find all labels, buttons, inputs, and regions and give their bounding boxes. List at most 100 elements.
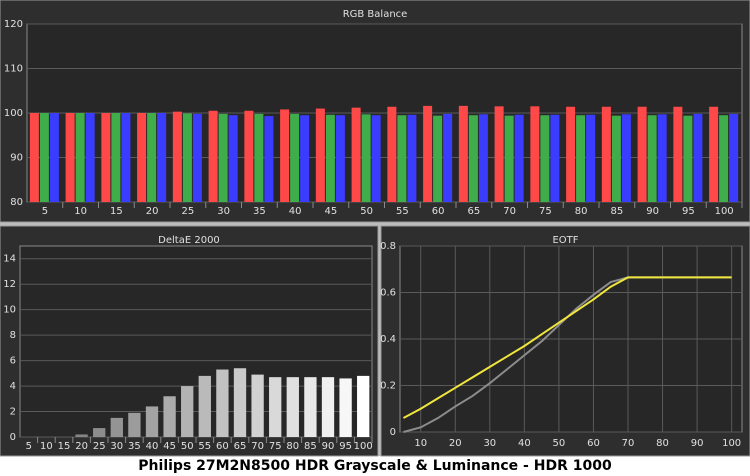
y-tick-label: 0.8 bbox=[380, 241, 396, 252]
bar bbox=[335, 115, 345, 202]
bar bbox=[181, 386, 194, 437]
x-tick-label: 30 bbox=[483, 438, 496, 449]
x-tick-label: 55 bbox=[396, 206, 409, 217]
bar bbox=[163, 396, 176, 437]
x-tick-label: 55 bbox=[198, 441, 211, 452]
y-tick-label: 80 bbox=[10, 197, 23, 208]
bar bbox=[433, 115, 443, 202]
bar bbox=[361, 114, 371, 202]
bar bbox=[468, 115, 478, 202]
y-tick-label: 10 bbox=[3, 305, 16, 316]
x-tick-label: 80 bbox=[656, 438, 669, 449]
y-tick-label: 2 bbox=[10, 407, 16, 418]
bar bbox=[566, 106, 576, 202]
bar bbox=[75, 113, 85, 202]
x-tick-label: 80 bbox=[575, 206, 588, 217]
panel-title: EOTF bbox=[552, 235, 578, 246]
bar bbox=[351, 107, 361, 202]
x-tick-label: 60 bbox=[216, 441, 229, 452]
plot-area bbox=[19, 245, 373, 438]
bar bbox=[719, 115, 729, 202]
bar bbox=[540, 115, 550, 202]
x-tick-label: 25 bbox=[182, 206, 195, 217]
bar bbox=[121, 113, 131, 202]
x-tick-label: 40 bbox=[518, 438, 531, 449]
bar bbox=[514, 114, 524, 202]
y-tick-label: 120 bbox=[4, 19, 23, 30]
x-tick-label: 30 bbox=[217, 206, 230, 217]
bar bbox=[397, 115, 407, 202]
bar bbox=[65, 113, 75, 202]
x-tick-label: 100 bbox=[715, 206, 734, 217]
bar bbox=[371, 115, 381, 202]
bar bbox=[110, 417, 123, 437]
bar bbox=[39, 113, 49, 202]
bar bbox=[75, 434, 88, 437]
y-tick-label: 100 bbox=[4, 108, 23, 119]
bar bbox=[647, 115, 657, 202]
x-tick-label: 85 bbox=[611, 206, 624, 217]
x-tick-label: 95 bbox=[339, 441, 352, 452]
bar bbox=[93, 428, 106, 437]
y-tick-label: 14 bbox=[3, 254, 16, 265]
x-tick-label: 10 bbox=[40, 441, 53, 452]
x-tick-label: 45 bbox=[325, 206, 338, 217]
bar bbox=[504, 115, 514, 202]
bar bbox=[637, 106, 647, 202]
bar bbox=[218, 113, 228, 202]
x-tick-label: 5 bbox=[42, 206, 48, 217]
bar bbox=[208, 110, 218, 202]
bar bbox=[693, 113, 703, 202]
x-tick-label: 90 bbox=[322, 441, 335, 452]
bar bbox=[290, 113, 300, 202]
bar bbox=[172, 111, 182, 202]
bar bbox=[198, 375, 211, 437]
x-tick-label: 100 bbox=[722, 438, 741, 449]
bar bbox=[621, 114, 631, 202]
x-tick-label: 90 bbox=[646, 206, 659, 217]
bar bbox=[29, 113, 39, 202]
x-tick-label: 45 bbox=[163, 441, 176, 452]
line bbox=[402, 276, 732, 419]
bar bbox=[300, 115, 310, 202]
x-tick-label: 65 bbox=[468, 206, 481, 217]
x-tick-label: 75 bbox=[269, 441, 282, 452]
bar bbox=[729, 113, 739, 202]
bar bbox=[478, 114, 488, 202]
x-tick-label: 40 bbox=[146, 441, 159, 452]
y-tick-label: 6 bbox=[10, 356, 16, 367]
bar bbox=[673, 106, 683, 202]
bar bbox=[683, 115, 693, 202]
y-tick-label: 8 bbox=[10, 330, 16, 341]
bar bbox=[85, 113, 95, 202]
bar bbox=[280, 109, 290, 202]
bar bbox=[228, 115, 238, 202]
bar bbox=[269, 377, 282, 437]
bar bbox=[586, 114, 596, 202]
x-tick-label: 20 bbox=[75, 441, 88, 452]
bar bbox=[147, 113, 157, 202]
x-tick-label: 70 bbox=[622, 438, 635, 449]
x-tick-label: 35 bbox=[253, 206, 266, 217]
x-tick-label: 35 bbox=[128, 441, 141, 452]
bar bbox=[357, 375, 370, 437]
x-tick-label: 75 bbox=[539, 206, 552, 217]
bar bbox=[101, 113, 111, 202]
bar bbox=[182, 113, 192, 202]
bar bbox=[458, 105, 468, 202]
bar bbox=[244, 110, 254, 202]
x-tick-label: 100 bbox=[354, 441, 373, 452]
x-tick-label: 20 bbox=[146, 206, 159, 217]
y-tick-label: 90 bbox=[10, 153, 23, 164]
x-tick-label: 50 bbox=[181, 441, 194, 452]
bar bbox=[192, 113, 202, 202]
bar bbox=[264, 116, 274, 202]
x-tick-label: 30 bbox=[110, 441, 123, 452]
x-tick-label: 10 bbox=[414, 438, 427, 449]
bar bbox=[423, 105, 433, 202]
y-tick-label: 0 bbox=[390, 427, 396, 438]
bar bbox=[443, 113, 453, 202]
bar bbox=[407, 114, 417, 202]
x-tick-label: 15 bbox=[110, 206, 123, 217]
